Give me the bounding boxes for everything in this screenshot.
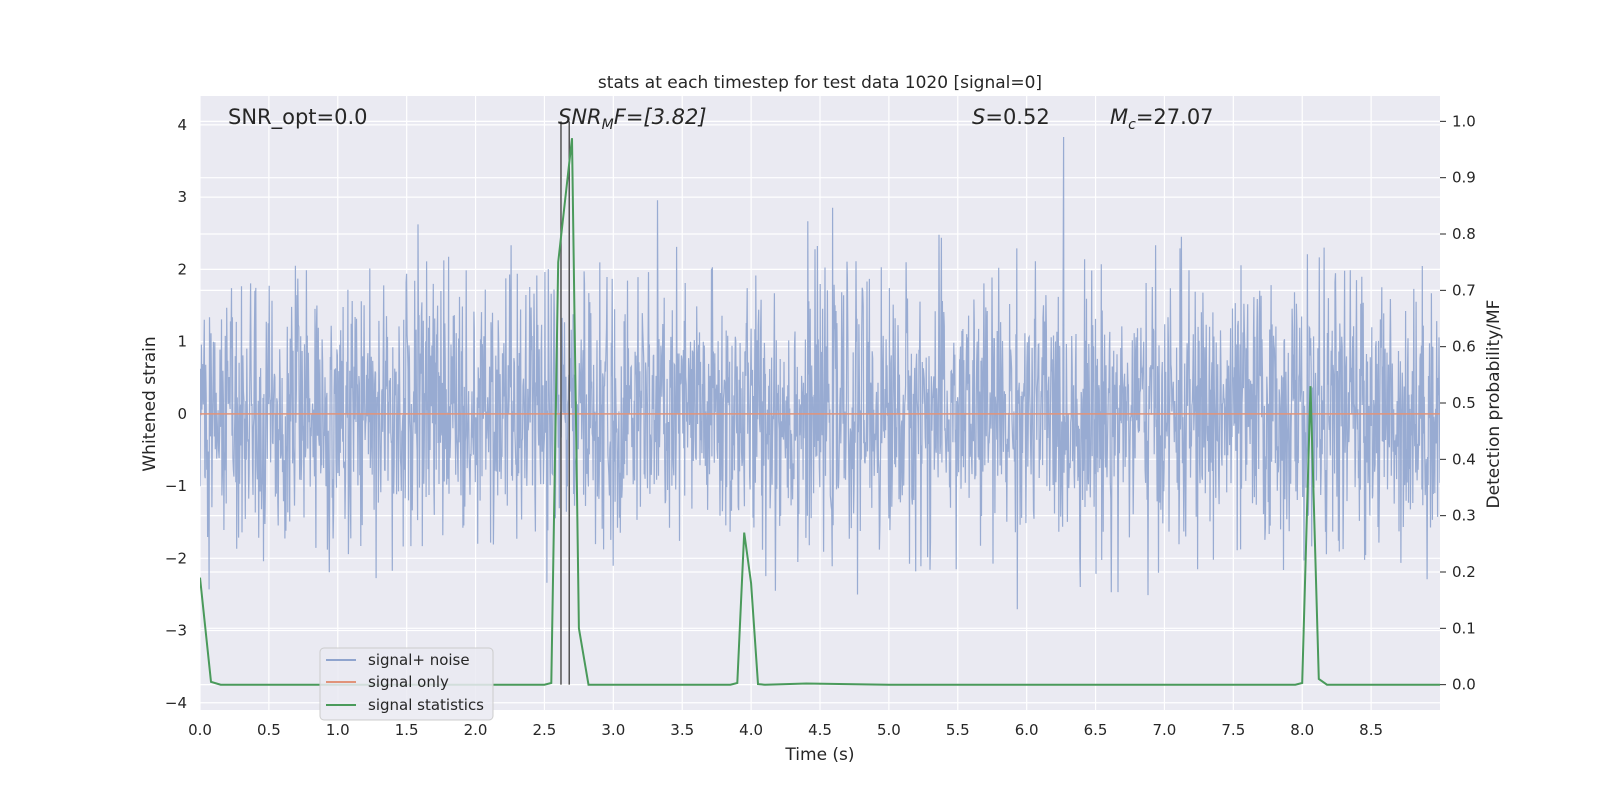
x-tick-label: 6.0 xyxy=(1015,721,1039,739)
annotation-snr-mf-sub: M xyxy=(602,117,614,133)
x-tick-label: 6.5 xyxy=(1084,721,1108,739)
signal-noise-series xyxy=(200,136,1440,610)
y-tick-label-right: 0.3 xyxy=(1452,507,1476,525)
x-tick-label: 0.5 xyxy=(257,721,281,739)
y-tick-label-left: 3 xyxy=(177,188,187,206)
annotation-snr-mf-suffix: F=[3.82] xyxy=(614,105,707,129)
y-axis-label-left: Whitened strain xyxy=(140,336,160,471)
legend-box xyxy=(319,647,494,721)
y-tick-label-right: 0.7 xyxy=(1452,281,1476,299)
annotation-snr-mf-prefix: SNR xyxy=(558,105,602,129)
legend-label-signal-noise: signal+ noise xyxy=(368,651,470,669)
x-tick-label: 5.5 xyxy=(946,721,970,739)
y-tick-label-right: 0.9 xyxy=(1452,169,1476,187)
y-tick-label-right: 0.6 xyxy=(1452,338,1476,356)
annotation-snr-mf: SNRMF=[3.82] xyxy=(558,105,707,133)
legend: signal+ noise signal only signal statist… xyxy=(319,647,494,721)
y-tick-label-right: 1.0 xyxy=(1452,112,1476,130)
y-tick-label-right: 0.2 xyxy=(1452,563,1476,581)
x-tick-label: 2.5 xyxy=(533,721,557,739)
annotation-mc: Mc=27.07 xyxy=(1110,105,1214,133)
y-tick-label-left: −2 xyxy=(165,549,187,567)
y-tick-label-left: −1 xyxy=(165,477,187,495)
x-tick-label: 3.5 xyxy=(670,721,694,739)
y-tick-label-right: 0.8 xyxy=(1452,225,1476,243)
y-tick-label-right: 0.4 xyxy=(1452,450,1476,468)
y-tick-label-right: 0.5 xyxy=(1452,394,1476,412)
x-tick-label: 7.0 xyxy=(1153,721,1177,739)
y-tick-label-left: 0 xyxy=(177,405,187,423)
signal-noise-line xyxy=(200,136,1440,610)
y-tick-label-right: 0.1 xyxy=(1452,619,1476,637)
annotation-s: S=0.52 xyxy=(972,105,1050,129)
y-tick-label-left: 2 xyxy=(177,260,187,278)
x-tick-label: 7.5 xyxy=(1221,721,1245,739)
y-axis-label-right: Detection probability/MF xyxy=(1484,300,1504,509)
x-tick-label: 2.0 xyxy=(464,721,488,739)
ticks: 0.0 0.5 1.0 1.5 2.0 2.5 3.0 3.5 4.0 4.5 5.0 5.5 6.0 6… xyxy=(165,112,1476,739)
annotation-s-suffix: =0.52 xyxy=(985,105,1049,129)
y-tick-label-left: −4 xyxy=(165,694,187,712)
x-tick-label: 8.0 xyxy=(1290,721,1314,739)
x-tick-label: 4.5 xyxy=(808,721,832,739)
legend-label-signal-statistics: signal statistics xyxy=(368,696,484,714)
annotation-mc-suffix: =27.07 xyxy=(1136,105,1214,129)
x-tick-label: 8.5 xyxy=(1359,721,1383,739)
y-tick-label-left: 4 xyxy=(177,116,187,134)
annotation-s-prefix: S xyxy=(972,105,985,129)
x-axis-label: Time (s) xyxy=(784,745,854,765)
annotation-mc-prefix: M xyxy=(1110,105,1128,129)
chart-title: stats at each timestep for test data 102… xyxy=(598,73,1042,93)
x-tick-label: 5.0 xyxy=(877,721,901,739)
x-tick-label: 1.5 xyxy=(395,721,419,739)
y-tick-label-left: −3 xyxy=(165,622,187,640)
legend-label-signal-only: signal only xyxy=(368,673,449,691)
x-tick-label: 3.0 xyxy=(601,721,625,739)
y-tick-label-right: 0.0 xyxy=(1452,676,1476,694)
annotation-mc-sub: c xyxy=(1128,117,1136,133)
annotation-snr-opt: SNR_opt=0.0 xyxy=(228,105,368,130)
x-tick-label: 0.0 xyxy=(188,721,212,739)
y-tick-label-left: 1 xyxy=(177,333,187,351)
x-tick-label: 1.0 xyxy=(326,721,350,739)
x-tick-label: 4.0 xyxy=(739,721,763,739)
